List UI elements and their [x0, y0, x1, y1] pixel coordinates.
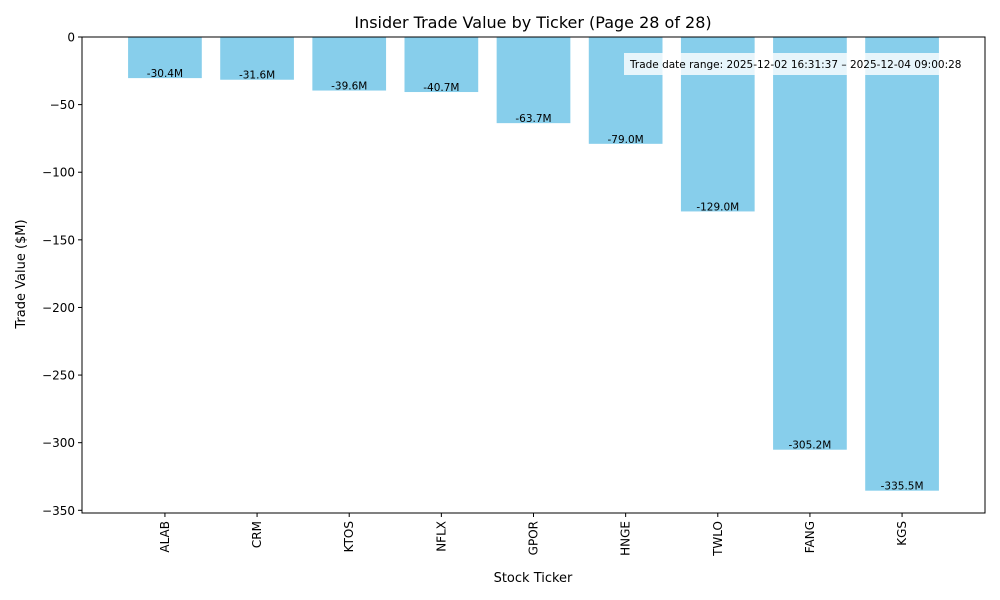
annotation-box: Trade date range: 2025-12-02 16:31:37 – … [624, 53, 985, 75]
annotation-text: Trade date range: 2025-12-02 16:31:37 – … [629, 59, 961, 71]
bar-fang [773, 37, 847, 450]
y-tick-label: −100 [42, 166, 75, 180]
x-tick-label: KGS [895, 521, 909, 546]
bar-nflx [404, 37, 479, 93]
x-tick-label: FANG [803, 521, 817, 553]
annotation-background [624, 53, 985, 75]
y-tick-label: −250 [42, 369, 75, 383]
x-tick-label: ALAB [158, 521, 172, 553]
bar-ktos [312, 37, 387, 91]
data-label-nflx: -40.7M [423, 82, 459, 94]
x-axis-label: Stock Ticker [494, 571, 573, 586]
y-tick-label: −300 [42, 436, 75, 450]
y-axis: 0 −50 −100 −150 −200 −250 −300 −350 [42, 31, 82, 518]
data-label-hnge: -79.0M [608, 134, 644, 146]
data-label-ktos: -39.6M [331, 81, 367, 93]
x-tick-label: KTOS [342, 521, 356, 552]
x-tick-label: NFLX [434, 521, 448, 552]
data-label-twlo: -129.0M [696, 201, 739, 213]
bar-crm [220, 37, 294, 80]
data-label-fang: -305.2M [788, 440, 831, 452]
x-axis: ALAB CRM KTOS NFLX GPOR HNGE TWLO FANG KGS [158, 513, 909, 557]
bar-alab [128, 37, 202, 79]
bar-gpor [496, 37, 571, 124]
data-label-gpor: -63.7M [515, 113, 551, 125]
y-tick-label: −200 [42, 301, 75, 315]
y-axis-label: Trade Value ($M) [14, 219, 29, 329]
plot-frame [81, 36, 986, 514]
y-tick-label: 0 [67, 31, 75, 45]
y-tick-label: −350 [42, 504, 75, 518]
y-tick-label: −50 [50, 98, 75, 112]
data-label-crm: -31.6M [239, 70, 275, 82]
x-tick-label: TWLO [711, 521, 725, 557]
x-tick-label: CRM [250, 521, 264, 548]
bar-kgs [865, 37, 939, 491]
data-label-kgs: -335.5M [881, 481, 924, 493]
data-label-alab: -30.4M [147, 68, 183, 80]
chart-title: Insider Trade Value by Ticker (Page 28 o… [354, 13, 711, 32]
bar-labels-group: -30.4M -31.6M -39.6M -40.7M -63.7M -79.0M -129… [147, 68, 924, 493]
y-tick-label: −150 [42, 233, 75, 247]
x-tick-label: GPOR [527, 521, 541, 555]
bars-group [128, 37, 939, 491]
x-tick-label: HNGE [619, 521, 633, 556]
